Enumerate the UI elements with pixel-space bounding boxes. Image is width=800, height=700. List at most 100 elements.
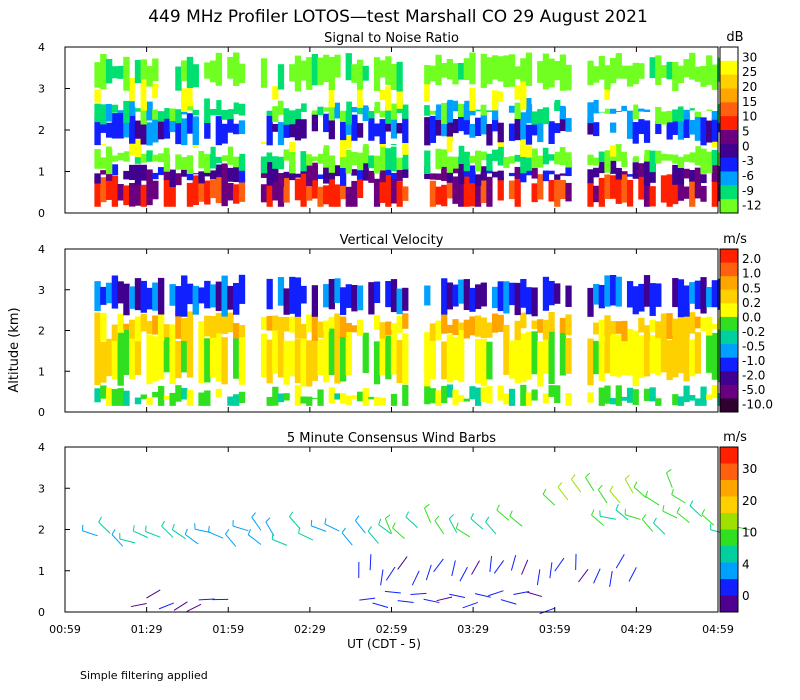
heat-cell	[221, 337, 228, 385]
heat-cell	[356, 152, 364, 171]
heat-cell	[441, 278, 448, 315]
heat-cell	[233, 150, 240, 168]
heat-cell	[458, 279, 465, 304]
heat-cell	[117, 147, 124, 161]
wind-barb-flag	[271, 533, 274, 540]
heat-cell	[94, 335, 101, 386]
wind-barb	[384, 518, 392, 534]
heat-cell	[140, 59, 147, 80]
heat-cell	[221, 133, 228, 156]
heat-cell	[446, 59, 454, 80]
heat-cell	[169, 169, 176, 187]
colorbar-segment	[720, 60, 738, 76]
wind-barb	[585, 477, 595, 492]
heat-cell	[660, 153, 668, 161]
heat-cell	[514, 144, 521, 146]
wind-barb-flag	[392, 522, 396, 529]
heat-cell	[328, 316, 335, 329]
wind-barb	[641, 519, 654, 532]
heat-cell	[311, 285, 319, 317]
heat-cell	[340, 393, 347, 404]
heat-cell	[632, 62, 639, 85]
heat-cell	[677, 156, 685, 169]
heat-cell	[227, 182, 234, 201]
heat-cell	[706, 151, 713, 173]
heat-cell	[469, 287, 476, 312]
heat-cell	[379, 322, 386, 339]
wind-barb	[689, 505, 703, 518]
wind-barb	[119, 538, 136, 544]
x-axis-label: UT (CDT - 5)	[347, 637, 421, 651]
heat-cell	[385, 148, 392, 170]
heat-cell	[311, 162, 319, 181]
heat-cell	[604, 315, 611, 337]
heat-cell	[491, 117, 499, 132]
heat-cell	[554, 88, 561, 100]
wind-barb	[380, 569, 384, 586]
heat-cell	[334, 313, 341, 336]
heat-cell	[463, 151, 470, 172]
heat-cell	[356, 59, 364, 90]
heat-cell	[238, 138, 246, 152]
heat-cell	[238, 166, 246, 183]
heat-cell	[198, 178, 205, 202]
heat-cell	[626, 180, 634, 207]
heat-cell	[626, 328, 634, 376]
heat-cell	[294, 84, 302, 109]
heat-cell	[587, 139, 594, 145]
heat-cell	[186, 389, 194, 406]
heat-cell	[508, 123, 516, 141]
heat-cell	[277, 143, 285, 149]
heat-cell	[260, 316, 268, 330]
heat-cell	[615, 111, 622, 113]
heat-cell	[175, 66, 182, 91]
panel-0: Signal to Noise Ratio dB01234302520151050…	[38, 30, 762, 220]
heat-cell	[300, 87, 307, 104]
heat-cell	[672, 154, 679, 164]
heat-cell	[694, 135, 702, 147]
heat-cell	[491, 143, 499, 150]
heat-cell	[306, 152, 313, 166]
heat-cell	[604, 133, 611, 147]
colorbar-segment	[720, 276, 738, 291]
heat-cell	[655, 55, 662, 86]
wind-barb	[470, 518, 484, 530]
heat-cell	[525, 134, 533, 158]
heat-cell	[587, 117, 594, 135]
heat-cell	[362, 87, 369, 101]
heat-cell	[233, 84, 240, 103]
heat-cell	[311, 110, 319, 115]
heat-cell	[105, 100, 113, 122]
heat-cell	[215, 312, 223, 334]
heat-cell	[452, 336, 459, 381]
wind-barb	[161, 525, 174, 538]
heat-cell	[531, 331, 538, 375]
colorbar-label: 10	[742, 110, 757, 124]
heat-cell	[328, 57, 335, 91]
heat-cell	[441, 184, 448, 207]
heat-cell	[593, 79, 600, 100]
heat-cell	[105, 388, 113, 406]
heat-cell	[198, 287, 205, 304]
heat-cell	[111, 324, 119, 342]
heat-cell	[140, 79, 147, 111]
heat-cell	[289, 142, 296, 153]
heat-cell	[497, 281, 504, 312]
heat-cell	[233, 323, 240, 339]
wind-barb-flag	[455, 522, 459, 529]
heat-cell	[323, 54, 330, 83]
heat-cell	[565, 182, 572, 202]
heat-cell	[317, 102, 324, 116]
wind-barb	[198, 598, 215, 601]
heat-cell	[598, 338, 605, 381]
heat-cell	[660, 339, 668, 373]
heat-cell	[525, 124, 533, 145]
heat-cell	[233, 282, 240, 315]
wind-barb	[251, 516, 262, 531]
heat-cell	[169, 176, 176, 207]
heat-cell	[181, 118, 188, 146]
heat-cell	[463, 90, 470, 101]
wind-barb	[372, 602, 389, 608]
heat-cell	[117, 134, 124, 153]
heat-cell	[140, 394, 147, 400]
